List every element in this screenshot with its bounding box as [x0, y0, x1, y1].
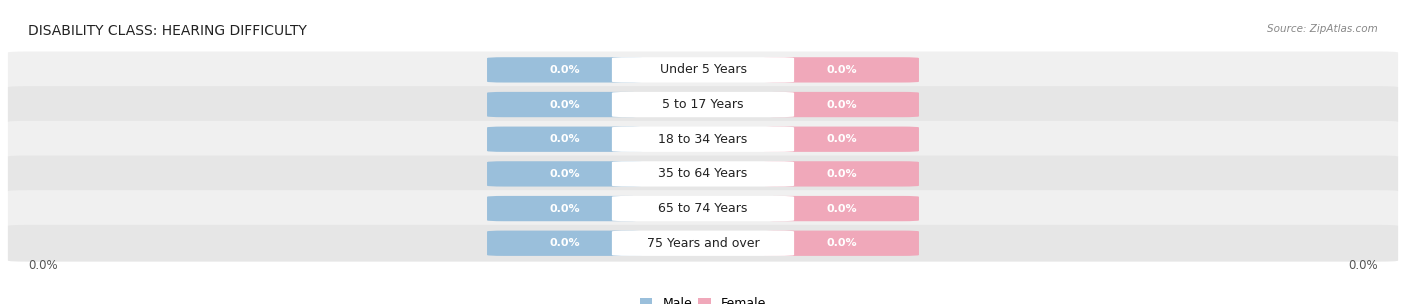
FancyBboxPatch shape — [486, 126, 643, 152]
Text: 0.0%: 0.0% — [550, 65, 579, 75]
Text: 0.0%: 0.0% — [550, 238, 579, 248]
Text: 0.0%: 0.0% — [827, 134, 856, 144]
Text: 75 Years and over: 75 Years and over — [647, 237, 759, 250]
Text: 0.0%: 0.0% — [1348, 259, 1378, 272]
FancyBboxPatch shape — [486, 231, 643, 256]
Text: 0.0%: 0.0% — [827, 238, 856, 248]
Legend: Male, Female: Male, Female — [640, 297, 766, 304]
FancyBboxPatch shape — [8, 225, 1398, 262]
Text: 0.0%: 0.0% — [827, 204, 856, 214]
FancyBboxPatch shape — [8, 190, 1398, 227]
FancyBboxPatch shape — [612, 231, 794, 256]
Text: DISABILITY CLASS: HEARING DIFFICULTY: DISABILITY CLASS: HEARING DIFFICULTY — [28, 24, 307, 38]
FancyBboxPatch shape — [612, 57, 794, 82]
Text: 0.0%: 0.0% — [827, 99, 856, 109]
Text: Under 5 Years: Under 5 Years — [659, 63, 747, 76]
FancyBboxPatch shape — [8, 121, 1398, 157]
Text: 0.0%: 0.0% — [550, 99, 579, 109]
FancyBboxPatch shape — [763, 92, 920, 117]
FancyBboxPatch shape — [486, 57, 643, 82]
FancyBboxPatch shape — [763, 196, 920, 221]
Text: 0.0%: 0.0% — [550, 169, 579, 179]
Text: 65 to 74 Years: 65 to 74 Years — [658, 202, 748, 215]
Text: 0.0%: 0.0% — [827, 65, 856, 75]
Text: 5 to 17 Years: 5 to 17 Years — [662, 98, 744, 111]
Text: 18 to 34 Years: 18 to 34 Years — [658, 133, 748, 146]
FancyBboxPatch shape — [612, 92, 794, 117]
Text: 0.0%: 0.0% — [550, 204, 579, 214]
FancyBboxPatch shape — [8, 86, 1398, 123]
FancyBboxPatch shape — [763, 126, 920, 152]
FancyBboxPatch shape — [763, 57, 920, 82]
FancyBboxPatch shape — [8, 156, 1398, 192]
FancyBboxPatch shape — [763, 161, 920, 187]
FancyBboxPatch shape — [486, 161, 643, 187]
FancyBboxPatch shape — [612, 196, 794, 221]
Text: 0.0%: 0.0% — [827, 169, 856, 179]
FancyBboxPatch shape — [612, 161, 794, 187]
FancyBboxPatch shape — [612, 126, 794, 152]
Text: 0.0%: 0.0% — [550, 134, 579, 144]
Text: 0.0%: 0.0% — [28, 259, 58, 272]
Text: Source: ZipAtlas.com: Source: ZipAtlas.com — [1267, 24, 1378, 34]
FancyBboxPatch shape — [486, 196, 643, 221]
FancyBboxPatch shape — [763, 231, 920, 256]
FancyBboxPatch shape — [486, 92, 643, 117]
Text: 35 to 64 Years: 35 to 64 Years — [658, 168, 748, 180]
FancyBboxPatch shape — [8, 51, 1398, 88]
